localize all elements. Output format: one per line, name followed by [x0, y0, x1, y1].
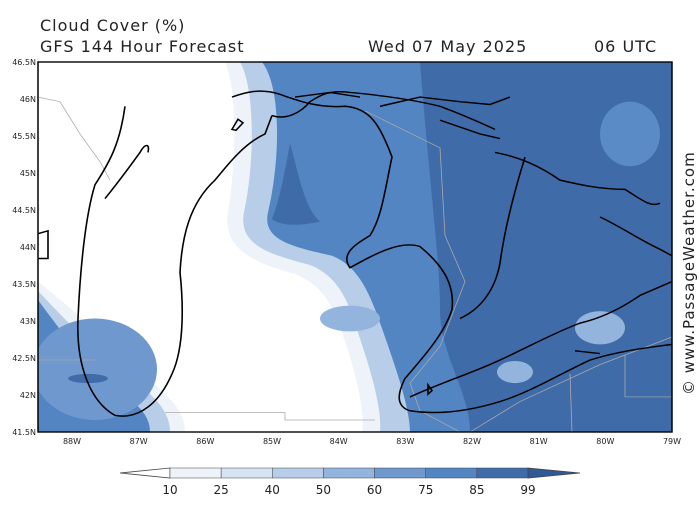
- lon-label: 86W: [196, 437, 214, 446]
- map-frame: [37, 61, 673, 433]
- colorbar: 10 25 40 50 60 75 85 99: [119, 467, 581, 497]
- lat-label: 42N: [20, 391, 36, 400]
- lon-label: 84W: [330, 437, 348, 446]
- time: 06 UTC: [594, 37, 657, 56]
- lat-label: 46N: [20, 95, 36, 104]
- colorbar-segment: [323, 467, 375, 479]
- cloud-patch: [38, 318, 157, 420]
- lon-label: 80W: [596, 437, 614, 446]
- colorbar-label: 50: [316, 483, 331, 497]
- lon-label: 85W: [263, 437, 281, 446]
- lat-label: 46.5N: [12, 58, 36, 67]
- colorbar-label: 99: [520, 483, 535, 497]
- colorbar-segment: [169, 467, 222, 479]
- map: [37, 61, 673, 433]
- cloud-patch: [68, 373, 108, 384]
- colorbar-arrow: [119, 467, 171, 479]
- lat-label: 44N: [20, 243, 36, 252]
- colorbar-label: 85: [469, 483, 484, 497]
- cloud-patch: [497, 360, 533, 384]
- lon-label: 79W: [663, 437, 681, 446]
- lat-label: 42.5N: [12, 354, 36, 363]
- colorbar-segment: [220, 467, 273, 479]
- lat-label: 45N: [20, 169, 36, 178]
- date: Wed 07 May 2025: [368, 37, 527, 56]
- lon-label: 81W: [530, 437, 548, 446]
- subtitle: GFS 144 Hour Forecast: [40, 37, 245, 56]
- lat-label: 44.5N: [12, 206, 36, 215]
- colorbar-segment: [374, 467, 426, 479]
- title: Cloud Cover (%): [40, 16, 185, 35]
- cloud-patch: [575, 311, 625, 345]
- cloud-patch: [272, 143, 320, 225]
- borders: [38, 96, 672, 433]
- lat-label: 41.5N: [12, 428, 36, 437]
- colorbar-label: 75: [418, 483, 433, 497]
- colorbar-segment: [425, 467, 478, 479]
- watermark: © www.PassageWeather.com: [680, 151, 698, 395]
- coastlines: [38, 90, 672, 417]
- colorbar-label: 40: [265, 483, 280, 497]
- lon-label: 87W: [130, 437, 148, 446]
- colorbar-segment: [476, 467, 529, 479]
- lat-label: 43N: [20, 317, 36, 326]
- lon-label: 83W: [396, 437, 414, 446]
- colorbar-label: 25: [214, 483, 229, 497]
- lat-label: 43.5N: [12, 280, 36, 289]
- lon-label: 88W: [63, 437, 81, 446]
- colorbar-label: 60: [367, 483, 382, 497]
- colorbar-label: 10: [162, 483, 177, 497]
- cloud-patch: [600, 101, 660, 167]
- colorbar-segment: [272, 467, 324, 479]
- lat-label: 45.5N: [12, 132, 36, 141]
- lon-label: 82W: [463, 437, 481, 446]
- cloud-patch: [320, 305, 380, 332]
- colorbar-arrow: [527, 467, 581, 479]
